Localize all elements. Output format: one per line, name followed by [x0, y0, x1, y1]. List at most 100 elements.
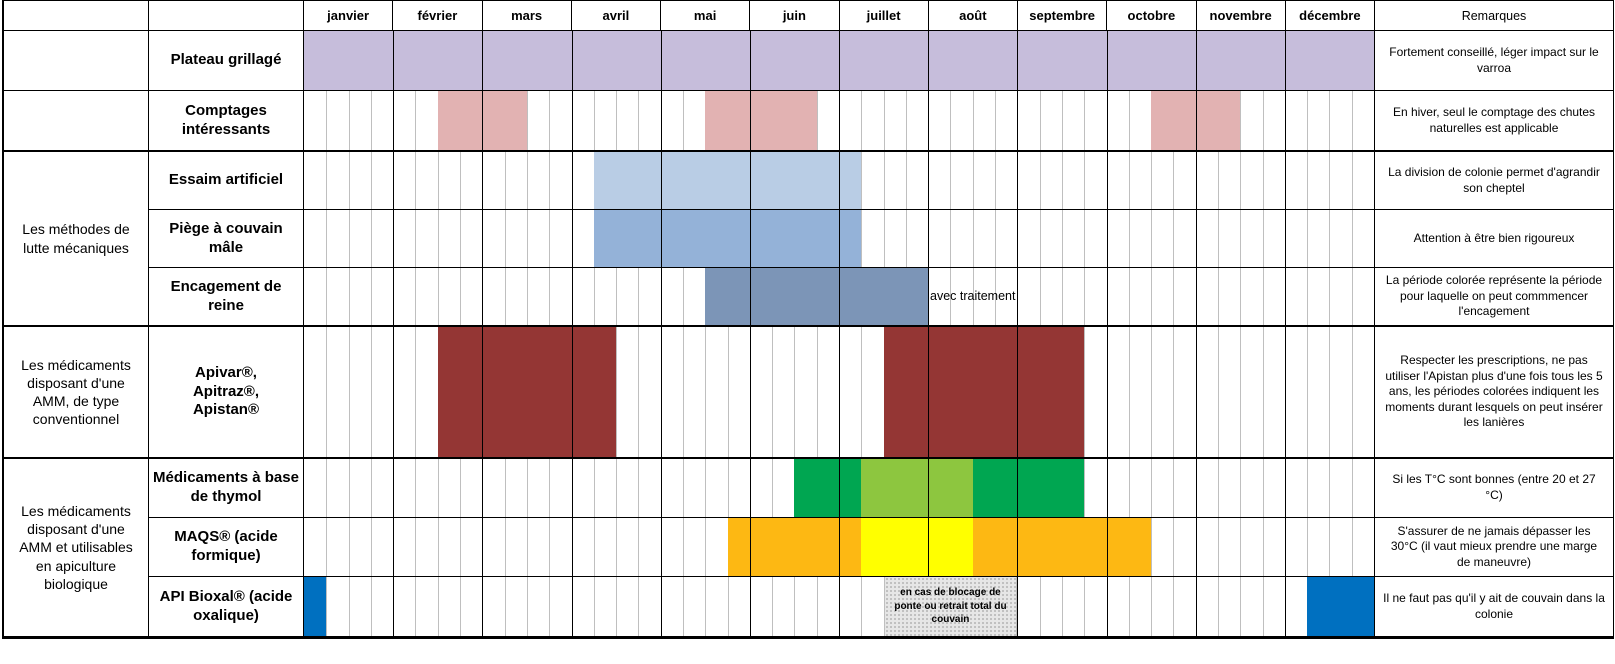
week-separator [1240, 91, 1242, 150]
week-separator [616, 577, 618, 636]
week-separator [370, 459, 372, 517]
week-separator [1240, 459, 1242, 517]
week-separator [1151, 518, 1153, 576]
month-separator [839, 91, 840, 150]
week-separator [415, 210, 417, 267]
month-separator [571, 268, 573, 325]
week-separator [727, 577, 729, 636]
month-separator [1195, 152, 1197, 209]
week-separator [1173, 459, 1175, 517]
month-header: décembre [1284, 1, 1374, 30]
bioxal-period-span [304, 577, 327, 636]
week-separator [705, 327, 707, 457]
week-separator [370, 91, 372, 150]
comptages-period-span [705, 91, 817, 150]
week-separator [460, 518, 462, 576]
week-separator [1240, 327, 1242, 457]
month-separator [749, 152, 751, 209]
week-separator [1307, 327, 1309, 457]
group-mechanical-methods: Les méthodes de lutte mécaniques [4, 152, 149, 327]
week-separator [950, 152, 952, 209]
maqs-period-span [727, 518, 862, 576]
group-amm-conventional: Les médicaments disposant d'une AMM, de … [4, 327, 149, 459]
thymol-period-span [972, 459, 1085, 517]
week-separator [638, 459, 640, 517]
week-separator [437, 152, 439, 209]
week-separator [1262, 459, 1264, 517]
week-separator [549, 152, 551, 209]
week-separator [1351, 91, 1353, 150]
month-separator [393, 518, 395, 576]
week-separator [905, 91, 907, 150]
essaim-period-span [593, 152, 862, 209]
week-separator [1240, 518, 1242, 576]
week-separator [326, 459, 328, 517]
month-separator [660, 268, 662, 325]
week-separator [995, 268, 997, 325]
week-separator [526, 459, 528, 517]
week-separator [638, 518, 640, 576]
month-separator [1017, 210, 1019, 267]
timeline-bioxal: en cas de blocage de ponte ou retrait to… [304, 577, 1375, 637]
week-separator [1084, 577, 1086, 636]
month-header: mai [660, 1, 749, 30]
month-separator [1106, 327, 1108, 457]
week-separator [1128, 459, 1130, 517]
remark-maqs: S'assurer de ne jamais dépasser les 30°C… [1375, 518, 1614, 577]
week-separator [1307, 152, 1309, 209]
week-separator [1084, 91, 1086, 150]
week-separator [348, 327, 350, 457]
week-separator [682, 268, 684, 325]
week-separator [972, 152, 974, 209]
week-separator [549, 91, 551, 150]
week-separator [1351, 152, 1353, 209]
timeline-maqs [304, 518, 1375, 577]
month-separator [749, 91, 751, 150]
row-label-piege: Piège à couvain mâle [149, 210, 304, 268]
week-separator [437, 210, 439, 267]
month-separator [1195, 268, 1197, 325]
week-separator [549, 268, 551, 325]
month-separator [1284, 459, 1286, 517]
remark-encagement: La période colorée représente la période… [1375, 268, 1614, 327]
week-separator [1217, 577, 1219, 636]
week-separator [1061, 152, 1063, 209]
month-separator [660, 577, 662, 636]
week-separator [616, 268, 618, 325]
week-separator [326, 210, 328, 267]
month-separator [660, 210, 662, 267]
week-separator [1039, 577, 1041, 636]
week-separator [705, 459, 707, 517]
apivar-period-span [437, 327, 617, 457]
month-separator [928, 152, 930, 209]
month-separator [660, 459, 662, 517]
week-separator [616, 518, 618, 576]
week-separator [727, 459, 729, 517]
timeline-apivar [304, 327, 1375, 459]
month-separator [1106, 31, 1108, 90]
week-separator [370, 152, 372, 209]
week-separator [1217, 327, 1219, 457]
month-separator [1195, 31, 1197, 90]
week-separator [638, 327, 640, 457]
week-separator [995, 152, 997, 209]
week-separator [1173, 577, 1175, 636]
week-separator [504, 152, 506, 209]
week-separator [816, 327, 818, 457]
remark-plateau: Fortement conseillé, léger impact sur le… [1375, 31, 1614, 91]
month-separator [1195, 327, 1197, 457]
week-separator [1262, 577, 1264, 636]
month-separator [393, 210, 395, 267]
week-separator [549, 518, 551, 576]
week-separator [348, 268, 350, 325]
week-separator [348, 459, 350, 517]
week-separator [1351, 268, 1353, 325]
month-separator [482, 459, 484, 517]
week-separator [1329, 152, 1331, 209]
month-separator [482, 268, 484, 325]
week-separator [1329, 327, 1331, 457]
week-separator [1351, 459, 1353, 517]
week-separator [504, 210, 506, 267]
week-separator [861, 327, 863, 457]
week-separator [794, 327, 796, 457]
